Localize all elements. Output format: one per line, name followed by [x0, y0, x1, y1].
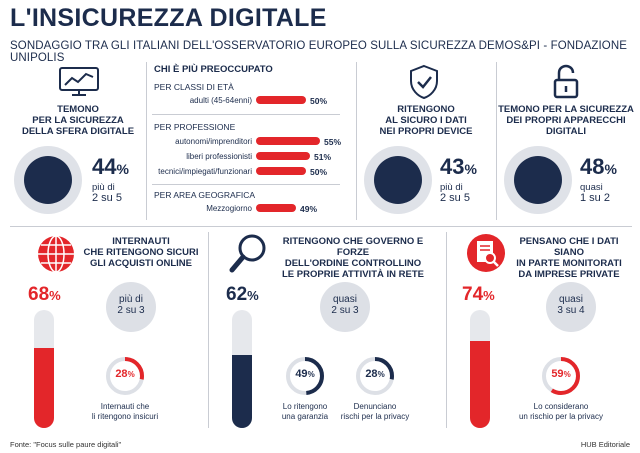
- ring-value: 49%: [295, 368, 315, 380]
- ring-label: Lo ritengono una garanzia: [281, 402, 329, 421]
- pct-value: 62%: [226, 284, 259, 305]
- pct-note: quasi 1 su 2: [580, 182, 610, 204]
- group-label: PER CLASSI DI ETÀ: [154, 82, 234, 92]
- card-devices-safe: RITENGONO AL SICURO I DATI NEI PROPRI DEVI…: [360, 62, 492, 222]
- page-subtitle: SONDAGGIO TRA GLI ITALIANI DELL'OSSERVAT…: [10, 40, 627, 64]
- ratio-pill: quasi 2 su 3: [320, 282, 370, 332]
- panel-heading: CHI È PIÙ PREOCCUPATO: [154, 64, 273, 75]
- padlock-icon: [553, 64, 579, 99]
- pct-note: più di 2 su 5: [92, 182, 122, 204]
- row-label: Mezzogiorno: [206, 204, 252, 213]
- pct-value: 74%: [462, 284, 495, 305]
- vertical-bar: [34, 310, 54, 428]
- vertical-bar: [470, 310, 490, 428]
- publisher-credit: HUB Editoriale: [580, 440, 630, 449]
- shield-check-icon: [410, 64, 438, 100]
- row-label: liberi professionisti: [186, 152, 252, 161]
- row-label: autonomi/imprenditori: [175, 137, 252, 146]
- group-label: PER AREA GEOGRAFICA: [154, 190, 256, 200]
- panel-heading: PENSANO CHE I DATI SIANO IN PARTE MONITOR…: [516, 236, 622, 280]
- ring-value: 28%: [115, 368, 135, 380]
- divider: [146, 62, 147, 220]
- divider: [152, 184, 340, 185]
- card-devices-fear: TEMONO PER LA SICUREZZA DEI PROPRI APPARE…: [498, 62, 634, 222]
- ring-value: 28%: [365, 368, 385, 380]
- ring-chart: [286, 357, 324, 395]
- vertical-bar: [232, 310, 252, 428]
- panel-heading: RITENGONO CHE GOVERNO E FORZE DELL'ORDINE…: [282, 236, 424, 280]
- row-label: adulti (45-64enni): [189, 96, 252, 105]
- source-note: Fonte: "Focus sulle paure digitali": [10, 440, 122, 449]
- panel-private-companies: PENSANO CHE I DATI SIANO IN PARTE MONITOR…: [450, 230, 634, 430]
- ratio-pill: più di 2 su 3: [106, 282, 156, 332]
- bar: [256, 137, 320, 145]
- bar: [256, 204, 296, 212]
- panel-heading: INTERNAUTI CHE RITENGONO SICURI GLI ACQUIS…: [83, 236, 199, 269]
- pct-value: 68%: [28, 284, 61, 305]
- donut-chart: [364, 146, 432, 214]
- bar-value: 50%: [310, 96, 328, 106]
- ring-value: 59%: [551, 368, 571, 380]
- panel-government-control: RITENGONO CHE GOVERNO E FORZE DELL'ORDINE…: [212, 230, 442, 430]
- card-heading: RITENGONO AL SICURO I DATI NEI PROPRI DEVI…: [379, 104, 473, 137]
- bar-value: 55%: [324, 137, 342, 147]
- divider: [152, 114, 340, 115]
- panel-online-purchases: INTERNAUTI CHE RITENGONO SICURI GLI ACQUIS…: [10, 230, 206, 430]
- pct-value: 44%: [92, 154, 129, 179]
- horizontal-divider: [10, 226, 632, 227]
- divider: [208, 232, 209, 428]
- card-heading: TEMONO PER LA SICUREZZA DEI PROPRI APPARE…: [498, 104, 634, 137]
- divider: [356, 62, 357, 220]
- document-search-icon: [467, 234, 505, 272]
- divider: [446, 232, 447, 428]
- ratio-pill: quasi 3 su 4: [546, 282, 596, 332]
- ring-label: Lo considerano un rischio per la privacy: [518, 402, 604, 421]
- globe-icon: [38, 235, 74, 273]
- ring-chart: [356, 357, 394, 395]
- ring-label: Internauti che li ritengono insicuri: [91, 402, 159, 421]
- card-digital-sphere: TEMONO PER LA SICUREZZA DELLA SFERA DIGITA…: [14, 62, 138, 222]
- donut-chart: [14, 146, 82, 214]
- bar: [256, 152, 310, 160]
- bar: [256, 167, 306, 175]
- card-heading: TEMONO PER LA SICUREZZA DELLA SFERA DIGITA…: [21, 104, 135, 137]
- who-is-worried-panel: CHI È PIÙ PREOCCUPATO PER CLASSI DI ETÀ …: [152, 62, 352, 222]
- donut-chart: [504, 146, 572, 214]
- group-label: PER PROFESSIONE: [154, 122, 236, 132]
- row-label: tecnici/impiegati/funzionari: [158, 167, 252, 176]
- pct-value: 43%: [440, 154, 477, 179]
- pct-note: più di 2 su 5: [440, 182, 470, 204]
- divider: [496, 62, 497, 220]
- chart-monitor-icon: [59, 67, 99, 96]
- bar-value: 51%: [314, 152, 332, 162]
- ring-chart: [542, 357, 580, 395]
- page-title: L'INSICUREZZA DIGITALE: [10, 4, 327, 32]
- ring-label: Denunciano rischi per la privacy: [340, 402, 410, 421]
- ring-chart: [106, 357, 144, 395]
- magnifier-icon: [229, 234, 266, 273]
- bar: [256, 96, 306, 104]
- bar-value: 50%: [310, 167, 328, 177]
- pct-value: 48%: [580, 154, 617, 179]
- bar-value: 49%: [300, 204, 318, 214]
